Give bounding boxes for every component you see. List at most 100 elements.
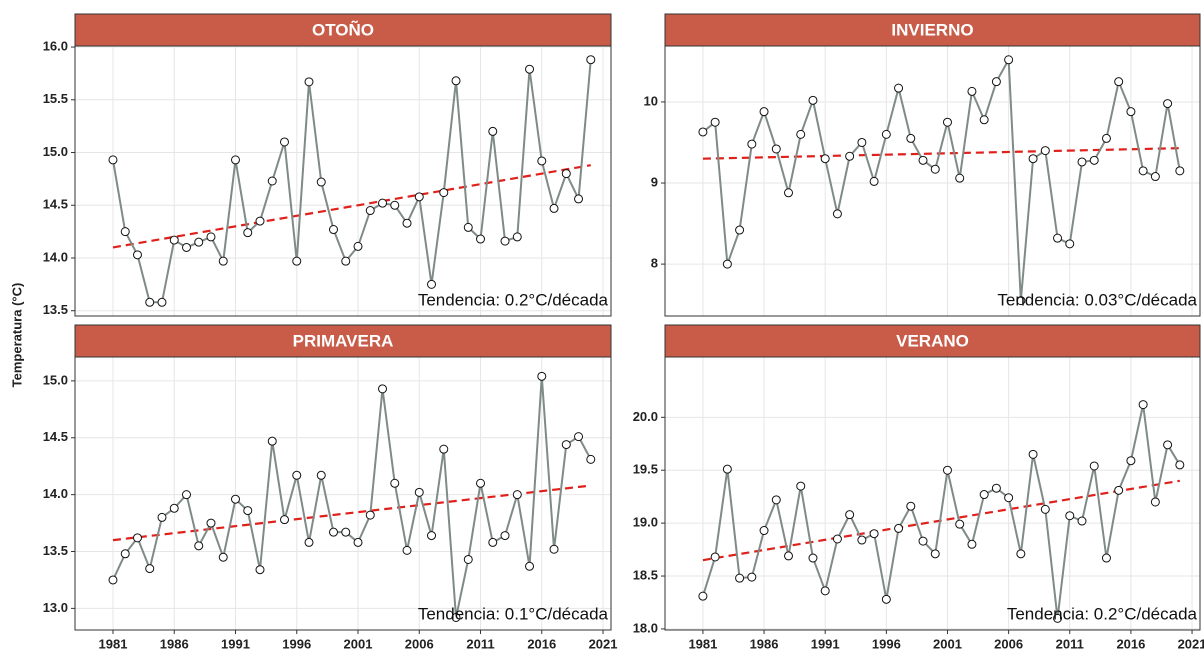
data-point bbox=[316, 470, 326, 480]
data-point bbox=[1077, 157, 1087, 167]
data-point bbox=[108, 575, 118, 585]
y-tick-label: 8 bbox=[651, 256, 658, 271]
data-point bbox=[906, 501, 916, 511]
data-point bbox=[378, 384, 388, 394]
data-point bbox=[537, 156, 547, 166]
x-tick-label: 1991 bbox=[221, 636, 250, 651]
data-point bbox=[1138, 166, 1148, 176]
data-point bbox=[771, 144, 781, 154]
y-tick-label: 13.5 bbox=[43, 543, 68, 558]
data-point bbox=[218, 256, 228, 266]
data-point bbox=[574, 432, 584, 442]
data-point bbox=[1114, 485, 1124, 495]
data-point bbox=[292, 256, 302, 266]
data-point bbox=[1163, 440, 1173, 450]
y-tick-label: 10 bbox=[644, 93, 658, 108]
data-point bbox=[1004, 55, 1014, 65]
data-point bbox=[255, 565, 265, 575]
data-point bbox=[194, 237, 204, 247]
data-point bbox=[967, 86, 977, 96]
data-point bbox=[157, 297, 167, 307]
data-line bbox=[701, 404, 1181, 619]
data-point bbox=[1065, 511, 1075, 521]
trend-line bbox=[112, 484, 591, 542]
data-point bbox=[747, 139, 757, 149]
data-point bbox=[353, 241, 363, 251]
data-point bbox=[181, 242, 191, 252]
trend-line bbox=[112, 164, 591, 249]
data-point bbox=[698, 127, 708, 137]
y-tick-label: 9 bbox=[651, 174, 658, 189]
data-point bbox=[967, 539, 977, 549]
data-point bbox=[845, 151, 855, 161]
data-point bbox=[145, 564, 155, 574]
y-tick-label: 20.0 bbox=[633, 409, 658, 424]
data-point bbox=[427, 279, 437, 289]
data-point bbox=[1077, 516, 1087, 526]
y-tick-label: 13.0 bbox=[43, 600, 68, 615]
y-tick-label: 14.5 bbox=[43, 429, 68, 444]
data-point bbox=[586, 454, 596, 464]
data-point bbox=[710, 117, 720, 127]
data-point bbox=[304, 537, 314, 547]
data-point bbox=[991, 77, 1001, 87]
data-point bbox=[500, 236, 510, 246]
strip bbox=[664, 324, 1201, 358]
data-point bbox=[722, 464, 732, 474]
data-point bbox=[390, 200, 400, 210]
data-point bbox=[1126, 107, 1136, 117]
data-point bbox=[832, 209, 842, 219]
annotation: Tendencia: 0.03°C/década bbox=[997, 290, 1197, 309]
data-point bbox=[820, 154, 830, 164]
data-point bbox=[808, 553, 818, 563]
data-point bbox=[1175, 460, 1185, 470]
data-point bbox=[1004, 493, 1014, 503]
data-point bbox=[574, 194, 584, 204]
data-point bbox=[894, 523, 904, 533]
data-point bbox=[218, 552, 228, 562]
data-point bbox=[206, 232, 216, 242]
panel-title: PRIMAVERA bbox=[293, 331, 394, 350]
y-axis-label: Temperatura (°C) bbox=[9, 283, 24, 388]
data-point bbox=[476, 234, 486, 244]
data-point bbox=[145, 297, 155, 307]
data-point bbox=[537, 371, 547, 381]
panel-border bbox=[664, 356, 1201, 631]
data-point bbox=[698, 591, 708, 601]
data-point bbox=[1150, 497, 1160, 507]
data-point bbox=[120, 227, 130, 237]
data-point bbox=[329, 527, 339, 537]
data-point bbox=[1028, 154, 1038, 164]
data-point bbox=[512, 490, 522, 500]
data-point bbox=[881, 129, 891, 139]
panel-title: INVIERNO bbox=[891, 20, 973, 39]
data-point bbox=[1150, 172, 1160, 182]
x-tick-label: 1991 bbox=[811, 636, 840, 651]
y-tick-label: 19.0 bbox=[633, 515, 658, 530]
panel-title: OTOÑO bbox=[312, 19, 374, 39]
data-point bbox=[243, 506, 253, 516]
data-point bbox=[747, 572, 757, 582]
data-point bbox=[1175, 166, 1185, 176]
trend-line bbox=[702, 479, 1181, 562]
x-tick-label: 1986 bbox=[750, 636, 779, 651]
x-tick-label: 2016 bbox=[1116, 636, 1145, 651]
annotation: Tendencia: 0.2°C/década bbox=[1007, 604, 1198, 623]
data-point bbox=[341, 527, 351, 537]
x-tick-label: 2016 bbox=[527, 636, 556, 651]
data-point bbox=[512, 232, 522, 242]
data-point bbox=[316, 177, 326, 187]
data-point bbox=[930, 164, 940, 174]
data-point bbox=[1065, 239, 1075, 249]
panel-background bbox=[665, 357, 1200, 630]
data-point bbox=[991, 483, 1001, 493]
data-point bbox=[857, 535, 867, 545]
data-point bbox=[784, 188, 794, 198]
y-tick-label: 14.0 bbox=[43, 486, 68, 501]
data-point bbox=[735, 225, 745, 235]
data-point bbox=[1126, 456, 1136, 466]
annotation: Tendencia: 0.1°C/década bbox=[418, 604, 609, 623]
data-point bbox=[1114, 77, 1124, 87]
data-point bbox=[402, 545, 412, 555]
